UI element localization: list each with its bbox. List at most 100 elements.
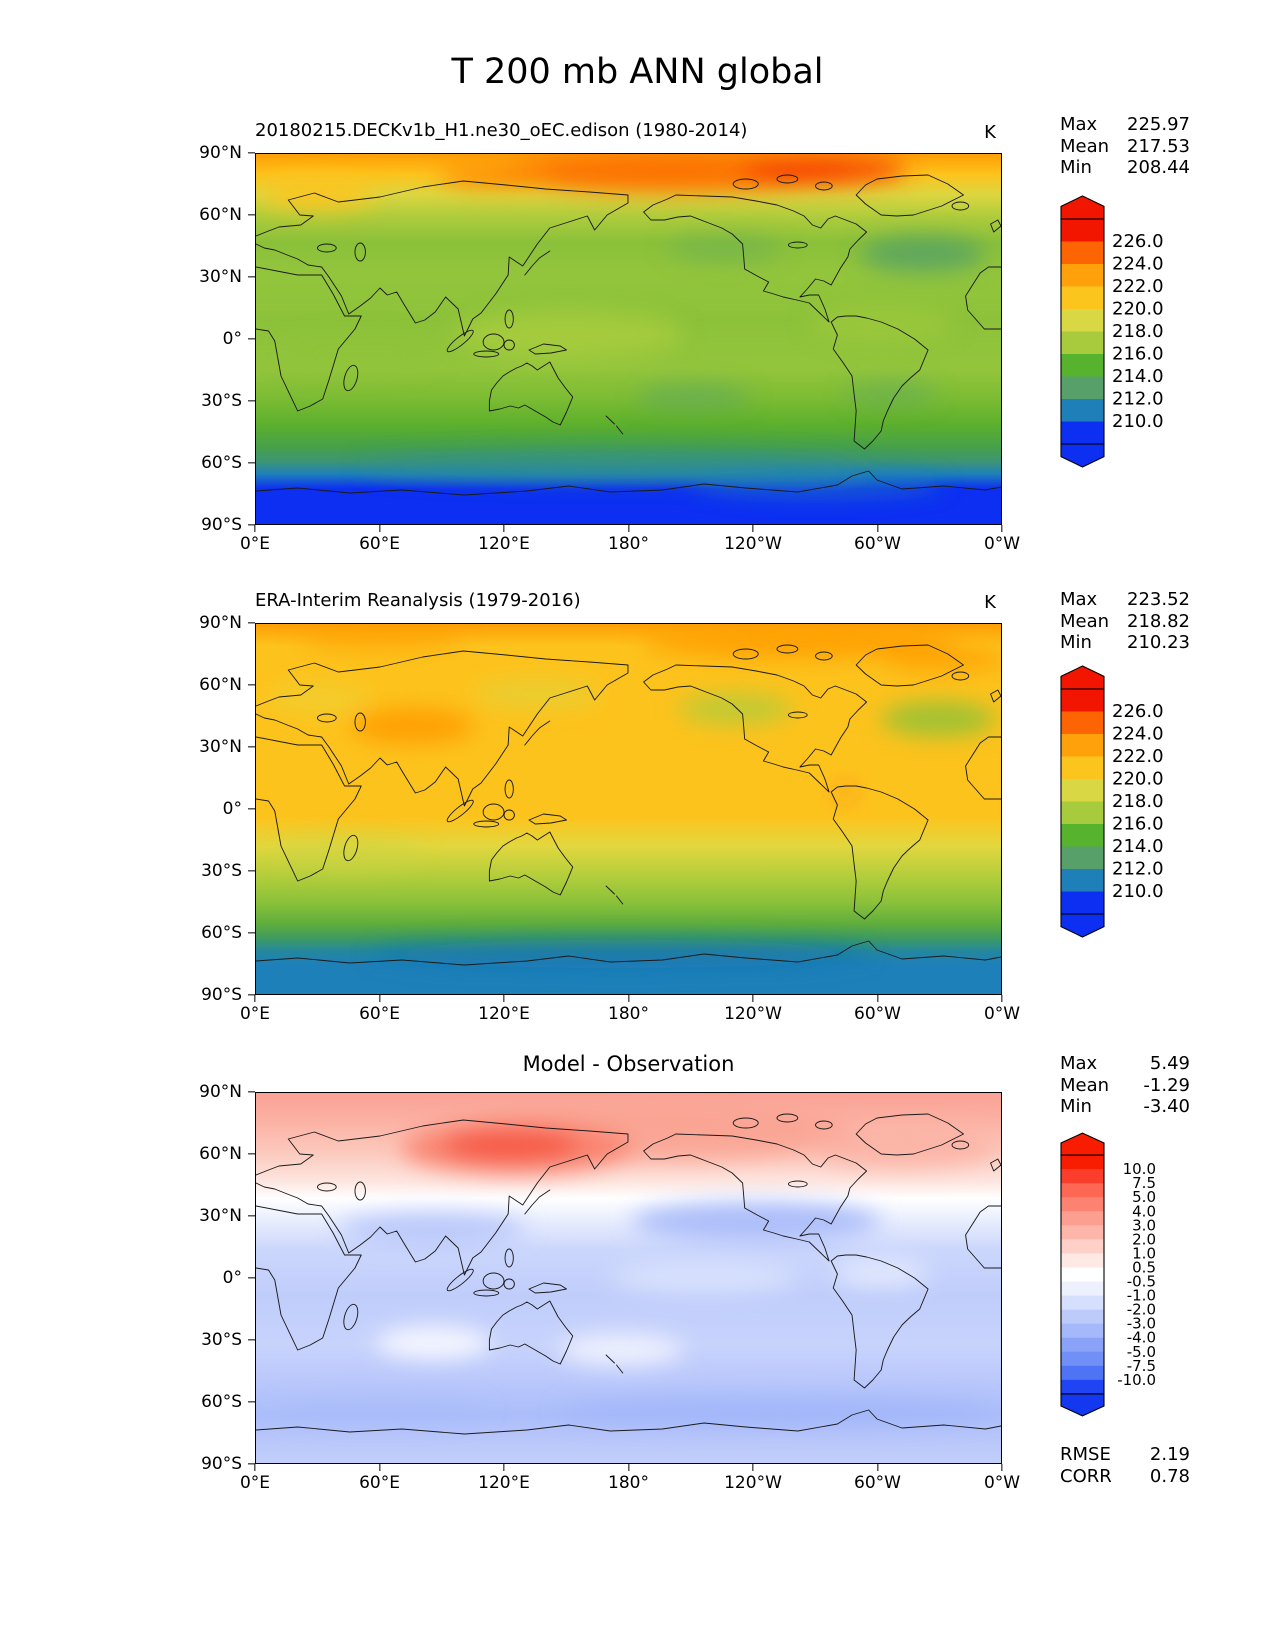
stat-row: Max 225.97 [1060,114,1190,136]
panel2-map [255,623,1002,995]
axis-tick-mark [752,525,754,532]
axis-tick-label: 60°N [199,205,242,225]
colorbar-segment [1061,354,1104,378]
panel2-unit-label: K [984,592,996,613]
axis-tick-label: 120°E [478,1004,530,1024]
colorbar-tick-label: -4.0 [1127,1329,1156,1347]
axis-tick-label: 120°W [724,1473,782,1493]
axis-tick-mark [248,1091,255,1093]
axis-tick-label: 90°N [199,143,242,163]
colorbar-tick-label: 214.0 [1112,366,1164,387]
stat-label: Min [1060,157,1092,178]
panel2-title: ERA-Interim Reanalysis (1979-2016) [255,590,581,611]
colorbar-tick-label: 216.0 [1112,814,1164,835]
panel1-x-axis: 0°E 60°E 120°E 180° 120°W 60°W 0°W [240,525,1020,557]
axis-tick-label: 0°E [239,1004,271,1024]
stat-row: Mean -1.29 [1060,1075,1190,1097]
colorbar-bottom-arrow [1060,1393,1105,1417]
panel3-y-axis: 90°N 60°N 30°N 0° 30°S 60°S 90°S [189,1082,255,1474]
stat-value: 2.19 [1149,1444,1190,1465]
panel3-colorbar: 10.07.55.04.03.02.01.00.5-0.5-1.0-2.0-3.… [1060,1132,1156,1417]
panel1-colorbar: 226.0224.0222.0220.0218.0216.0214.0212.0… [1060,195,1164,468]
panel1-unit-label: K [984,122,996,143]
stat-label: Min [1060,1096,1092,1117]
colorbar-segment [1061,1183,1104,1198]
axis-tick-label: 0° [222,329,242,349]
colorbar-segment [1061,1337,1104,1353]
axis-tick-mark [876,995,879,1002]
colorbar-top-arrow [1060,665,1105,690]
axis-tick-label: 90°S [201,985,242,1005]
axis-tick-label: 60°W [854,1473,901,1493]
axis-tick-mark [248,1153,255,1155]
axis-tick-label: 60°W [854,534,901,554]
colorbar-tick-label: 10.0 [1123,1160,1156,1178]
colorbar-tick-label: -3.0 [1127,1315,1156,1333]
colorbar-segment [1061,1225,1104,1240]
panel1-title: 20180215.DECKv1b_H1.ne30_oEC.edison (198… [255,120,748,141]
axis-tick-mark [248,276,255,278]
colorbar-bottom-arrow [1060,443,1105,468]
colorbar-top-arrow [1060,195,1105,220]
axis-tick-mark [1001,1464,1003,1471]
colorbar-segment [1061,1239,1104,1255]
axis-tick-mark [248,808,255,810]
colorbar-tick-label: 7.5 [1132,1174,1156,1192]
axis-tick-label: 180° [608,1473,649,1493]
axis-tick-label: 60°S [201,923,242,943]
colorbar-segment [1061,1295,1104,1311]
page-title: T 200 mb ANN global [451,52,824,92]
panel1-map [255,153,1002,525]
colorbar-tick-label: 216.0 [1112,344,1164,365]
stat-value: 0.78 [1149,1465,1190,1487]
panel1-stats: Max 225.97 Mean 217.53 Min 208.44 [1060,114,1190,179]
colorbar-bottom-arrow [1060,913,1105,938]
axis-tick-mark [248,932,255,934]
axis-tick-mark [248,746,255,748]
panel3-title: Model - Observation [522,1052,735,1076]
colorbar-tick-label: 2.0 [1132,1230,1156,1248]
stat-value: 5.49 [1149,1053,1190,1074]
colorbar-tick-label: 1.0 [1132,1244,1156,1262]
colorbar-segment [1061,801,1104,825]
axis-tick-mark [254,525,256,532]
axis-tick-mark [248,400,255,402]
panel3-map [255,1092,1002,1464]
colorbar-segment [1061,1211,1104,1226]
colorbar-outline [1060,688,1105,915]
colorbar-segment [1061,869,1104,893]
axis-tick-label: 180° [608,1004,649,1024]
axis-tick-label: 90°S [201,515,242,535]
axis-tick-mark [503,525,505,532]
colorbar-segment [1061,1379,1104,1395]
colorbar-segment [1061,376,1104,400]
axis-tick-label: 90°S [201,1454,242,1474]
stat-label: Mean [1060,135,1110,157]
axis-tick-label: 0°W [983,534,1021,554]
colorbar-tick-label: 3.0 [1132,1216,1156,1234]
colorbar-segment [1061,1267,1104,1283]
stat-value: 218.82 [1127,610,1190,632]
axis-tick-mark [1001,995,1003,1002]
axis-tick-label: 90°N [199,1082,242,1102]
axis-tick-label: 0°E [239,534,271,554]
axis-tick-mark [248,1463,255,1465]
stat-row: CORR 0.78 [1060,1466,1190,1488]
panel1-contour-field [256,154,1001,524]
axis-tick-mark [503,995,505,1002]
stat-value: 225.97 [1127,114,1190,135]
panel2-y-axis: 90°N 60°N 30°N 0° 30°S 60°S 90°S [189,613,255,1005]
panel3-metrics: RMSE 2.19 CORR 0.78 [1060,1444,1190,1487]
colorbar-segment [1061,309,1104,333]
axis-tick-mark [254,995,256,1002]
colorbar-segment [1061,846,1104,870]
stat-value: 210.23 [1127,632,1190,653]
colorbar-tick-label: 212.0 [1112,389,1164,410]
stat-label: Mean [1060,1074,1110,1096]
stat-label: Max [1060,589,1098,610]
colorbar-segment [1061,1281,1104,1297]
panel1-y-axis: 90°N 60°N 30°N 0° 30°S 60°S 90°S [189,143,255,535]
colorbar-tick-label: 218.0 [1112,791,1164,812]
axis-tick-label: 120°W [724,1004,782,1024]
stat-value: -1.29 [1143,1074,1190,1096]
